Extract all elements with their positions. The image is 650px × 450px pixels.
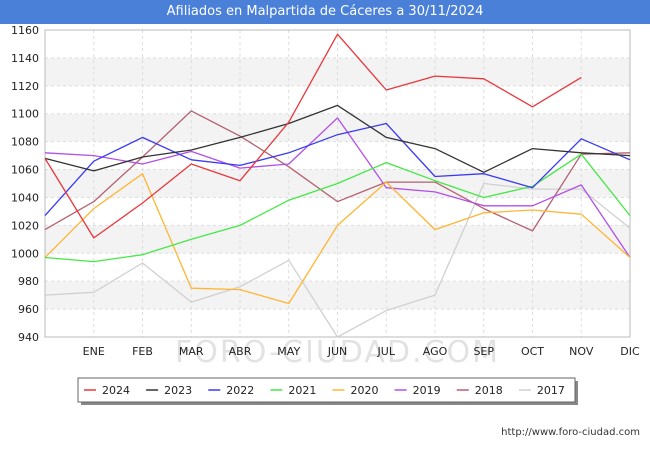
series-line-2022 (44, 122, 631, 217)
legend-label-2017: 2017 (537, 384, 565, 397)
y-tick-label: 980 (18, 275, 39, 288)
y-tick-label: 1080 (11, 136, 39, 149)
y-tick-label: 1120 (11, 80, 39, 93)
legend: 2024 2023 2022 2021 2020 2019 2018 2017 (77, 377, 578, 405)
y-tick-label: 940 (18, 331, 39, 344)
legend-label-2022: 2022 (226, 384, 254, 397)
legend-label-2020: 2020 (351, 384, 379, 397)
chart-title: Afiliados en Malpartida de Cáceres a 30/… (0, 0, 650, 24)
source-link[interactable]: http://www.foro-ciudad.com (501, 427, 640, 438)
y-tick-label: 960 (18, 303, 39, 316)
x-tick-label: NOV (569, 345, 594, 358)
x-tick-label: FEB (132, 345, 153, 358)
line-chart: FORO-CIUDAD.COM 940 960 980 1000 1020 1040 106… (11, 24, 640, 405)
legend-label-2019: 2019 (413, 384, 441, 397)
x-tick-label: SEP (473, 345, 494, 358)
y-tick-label: 1060 (11, 164, 39, 177)
x-tick-label: ABR (229, 345, 252, 358)
x-tick-label: JUL (377, 345, 396, 358)
y-tick-label: 1040 (11, 191, 39, 204)
x-tick-label: DIC (620, 345, 640, 358)
series-line-2019 (44, 117, 631, 258)
x-tick-label: JUN (327, 345, 348, 358)
legend-label-2021: 2021 (288, 384, 316, 397)
y-tick-label: 1140 (11, 52, 39, 65)
y-tick-label: 1100 (11, 108, 39, 121)
y-tick-label: 1160 (11, 24, 39, 37)
series-line-2024 (44, 33, 582, 239)
y-axis: 940 960 980 1000 1020 1040 1060 1080 1100 1120 114… (11, 24, 39, 344)
series-line-2020 (44, 173, 631, 305)
x-axis: ENE FEB MAR ABR MAY JUN JUL AGO SEP OCT NOV DIC (83, 345, 640, 358)
x-tick-label: MAR (179, 345, 204, 358)
x-tick-label: AGO (423, 345, 448, 358)
legend-label-2018: 2018 (475, 384, 503, 397)
series-line-2017 (44, 182, 631, 338)
series-line-2021 (44, 153, 631, 263)
x-tick-label: OCT (521, 345, 544, 358)
series-lines (44, 33, 631, 338)
legend-box (77, 377, 576, 403)
y-tick-label: 1020 (11, 219, 39, 232)
y-tick-label: 1000 (11, 247, 39, 260)
x-tick-label: ENE (83, 345, 105, 358)
x-tick-label: MAY (277, 345, 300, 358)
legend-label-2024: 2024 (102, 384, 130, 397)
legend-label-2023: 2023 (164, 384, 192, 397)
series-line-2023 (44, 104, 631, 173)
watermark: FORO-CIUDAD.COM (175, 335, 500, 370)
